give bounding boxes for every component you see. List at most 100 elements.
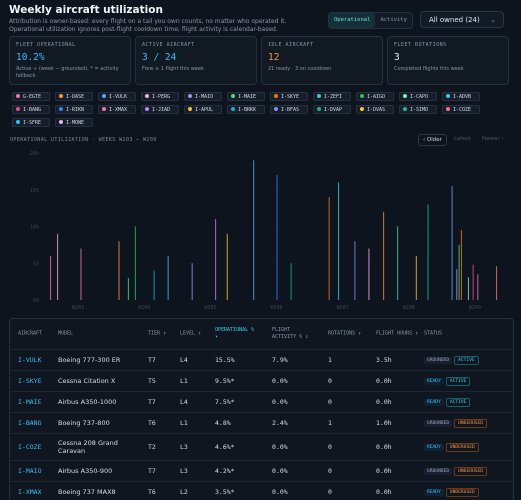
legend-label: I-MONE — [66, 120, 85, 126]
legend-label: I-SIMO — [410, 107, 429, 113]
table-cell: L3 — [180, 467, 188, 475]
bar — [191, 263, 193, 300]
y-tick-label: 20% — [30, 151, 39, 157]
aircraft-link[interactable]: I-XMAX — [18, 488, 42, 496]
legend-dot — [16, 107, 20, 111]
legend-label: I-BFAS — [281, 107, 300, 113]
legend-label: I-APUL — [195, 107, 214, 113]
bar — [57, 233, 59, 300]
legend-chip[interactable]: I-VULK — [98, 92, 136, 101]
pager-button[interactable]: ‹ Older — [418, 134, 447, 146]
table-cell: 1 — [328, 356, 332, 364]
legend-chip[interactable]: I-BANG — [12, 105, 50, 114]
status-badge: GROUNDED — [424, 468, 453, 475]
pager-button[interactable]: Latest — [453, 136, 471, 142]
legend-chip[interactable]: I-MONE — [55, 118, 93, 127]
legend-chip[interactable]: I-DVAS — [356, 105, 394, 114]
stat-label: FLEET ROTATIONS — [394, 42, 447, 48]
status-badge: READY — [424, 399, 444, 406]
legend-chip[interactable]: I-RIKN — [55, 105, 93, 114]
legend-dot — [274, 94, 278, 98]
status-badge: UNDERUSED — [445, 443, 479, 452]
stat-note: 21 ready · 3 on cooldown — [268, 66, 332, 72]
status-cell: GROUNDED UNDERUSED — [424, 466, 489, 476]
legend-label: I-COZE — [453, 107, 472, 113]
table-cell: 0.0% — [272, 488, 288, 496]
bar — [276, 175, 278, 300]
bar — [337, 182, 340, 300]
legend-dot — [102, 107, 106, 111]
table-cell: 0.0h — [376, 377, 392, 385]
legend-label: I-DASE — [66, 94, 85, 100]
status-badge: UNDERUSED — [454, 419, 488, 428]
status-cell: READY UNDERUSED — [424, 487, 481, 497]
table-cell: L1 — [180, 377, 188, 385]
table-cell: 0.0h — [376, 467, 392, 475]
legend-label: I-XMAX — [109, 107, 128, 113]
legend-chip[interactable]: I-MAIE — [227, 92, 265, 101]
status-cell: GROUNDED UNDERUSED — [424, 418, 489, 428]
table-cell: 0 — [328, 443, 332, 451]
y-tick-label: 0% — [33, 298, 39, 304]
x-tick-label: W204 — [138, 305, 150, 311]
legend-chip[interactable]: I-ADVB — [442, 92, 480, 101]
legend-chip[interactable]: I-BRKK — [227, 105, 265, 114]
aircraft-link[interactable]: I-MAIE — [18, 398, 42, 406]
legend-dot — [59, 120, 63, 124]
legend-label: I-SKYE — [281, 94, 300, 100]
table-cell: 4.8% — [215, 419, 231, 427]
legend-chip[interactable]: I-DASE — [55, 92, 93, 101]
table-cell: Airbus A350-900 — [58, 467, 113, 475]
toggle-option[interactable]: Operational — [329, 13, 376, 28]
legend-chip[interactable]: I-MAIO — [184, 92, 222, 101]
table-cell: Boeing 777-300 ER — [58, 356, 121, 364]
toggle-option[interactable]: Activity — [380, 17, 407, 23]
aircraft-link[interactable]: I-MAIO — [18, 467, 42, 475]
legend-dot — [274, 107, 278, 111]
table-row: I-VULK Boeing 777-300 ER T7 L4 15.5% 7.9% 1 3.5… — [10, 350, 513, 371]
y-tick-label: 15% — [30, 188, 39, 194]
table-cell: Cessna Citation X — [58, 377, 116, 385]
column-header: FLIGHT ACTIVITY % ↕ — [272, 327, 309, 340]
legend-chip[interactable]: I-XMAX — [98, 105, 136, 114]
legend-chip[interactable]: I-PERG — [141, 92, 179, 101]
legend-chip[interactable]: G-EGTE — [12, 92, 50, 101]
legend-chip[interactable]: I-AIGO — [356, 92, 394, 101]
aircraft-link[interactable]: I-VULK — [18, 356, 42, 364]
aircraft-link[interactable]: I-BANG — [18, 419, 42, 427]
table-cell: L1 — [180, 419, 188, 427]
legend-chip[interactable]: I-DVAP — [313, 105, 351, 114]
stat-card: IDLE AIRCRAFT 12 21 ready · 3 on cooldown — [261, 36, 383, 85]
legend-chip[interactable]: I-JIAD — [141, 105, 179, 114]
legend-chip[interactable]: I-SFRE — [12, 118, 50, 127]
legend-dot — [145, 94, 149, 98]
column-header: MODEL — [58, 330, 74, 337]
legend-chip[interactable]: I-COZE — [442, 105, 480, 114]
legend-chip[interactable]: I-BFAS — [270, 105, 308, 114]
x-tick-label: W206 — [270, 305, 282, 311]
legend-chip[interactable]: I-ZEFI — [313, 92, 351, 101]
table-cell: L4 — [180, 398, 188, 406]
pager-button[interactable]: Newer › — [481, 136, 504, 142]
column-header: STATUS — [424, 330, 443, 337]
bar — [472, 264, 474, 300]
legend-chip[interactable]: I-SKYE — [270, 92, 308, 101]
legend-chip[interactable]: I-CAPO — [399, 92, 437, 101]
table-cell: 0.0h — [376, 488, 392, 496]
legend-label: I-RIKN — [66, 107, 85, 113]
aircraft-link[interactable]: I-SKYE — [18, 377, 42, 385]
aircraft-link[interactable]: I-COZE — [18, 443, 42, 451]
legend-dot — [188, 107, 192, 111]
status-badge: ACTIVE — [445, 377, 471, 386]
table-cell: 2.4% — [272, 419, 288, 427]
status-badge: READY — [424, 444, 444, 451]
table-cell: 0.0% — [272, 377, 288, 385]
stat-label: FLEET OPERATIONAL — [16, 42, 76, 48]
bar — [456, 269, 458, 300]
legend-chip[interactable]: I-SIMO — [399, 105, 437, 114]
table-cell: 3.5h — [376, 356, 392, 364]
legend-chip[interactable]: I-APUL — [184, 105, 222, 114]
owner-filter[interactable]: All owned (24) ⌄ — [420, 11, 504, 28]
table-cell: T2 — [148, 443, 156, 451]
